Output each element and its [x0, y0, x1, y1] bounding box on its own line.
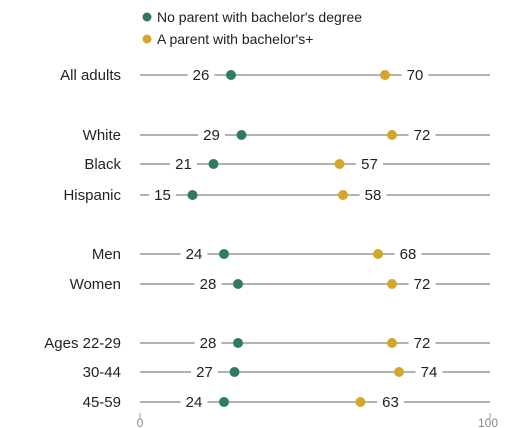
- dot-no-parent-all-adults: [226, 70, 236, 80]
- row-men: Men 24 68: [92, 246, 490, 263]
- dot-parent-45-59: [355, 397, 366, 407]
- dot-no-parent-men: [219, 249, 229, 259]
- row-30-44: 30-44 27 74: [83, 364, 490, 381]
- legend-label-parent: A parent with bachelor's+: [157, 31, 313, 47]
- row-label-45-59: 45-59: [83, 394, 121, 411]
- dot-parent-ages-22-29: [387, 338, 397, 348]
- value-label-parent-black: 57: [361, 156, 378, 173]
- value-label-parent-45-59: 63: [382, 394, 399, 411]
- value-label-parent-ages-22-29: 72: [414, 335, 431, 352]
- dot-no-parent-white: [236, 130, 247, 140]
- legend-marker-parent: [142, 34, 152, 44]
- row-white: White 29 72: [83, 127, 490, 144]
- legend-label-no-parent: No parent with bachelor's degree: [157, 9, 362, 25]
- value-label-no-parent-all-adults: 26: [193, 67, 210, 84]
- value-label-no-parent-black: 21: [175, 156, 192, 173]
- row-label-white: White: [83, 127, 121, 144]
- row-label-black: Black: [84, 156, 121, 173]
- x-tick-label-100: 100: [478, 416, 498, 428]
- chart-rows: All adults 26 70 White 29 72 Black 21 57 Hispanic…: [44, 67, 490, 411]
- value-label-parent-hispanic: 58: [365, 187, 382, 204]
- value-label-parent-30-44: 74: [421, 364, 438, 381]
- dot-parent-hispanic: [338, 190, 348, 200]
- legend: No parent with bachelor's degree A paren…: [142, 9, 362, 47]
- row-all-adults: All adults 26 70: [60, 67, 490, 84]
- dot-no-parent-black: [208, 159, 219, 169]
- row-black: Black 21 57: [84, 156, 490, 173]
- value-label-no-parent-women: 28: [200, 276, 217, 293]
- dot-parent-white: [387, 130, 397, 140]
- value-label-parent-white: 72: [414, 127, 431, 144]
- dot-no-parent-women: [233, 279, 243, 289]
- dot-parent-all-adults: [380, 70, 390, 80]
- dot-parent-men: [373, 249, 383, 259]
- row-label-women: Women: [70, 276, 121, 293]
- value-label-parent-men: 68: [400, 246, 417, 263]
- row-ages-22-29: Ages 22-29 28 72: [44, 335, 490, 352]
- row-label-men: Men: [92, 246, 121, 263]
- row-45-59: 45-59 24 63: [83, 394, 490, 411]
- dot-no-parent-30-44: [229, 367, 240, 377]
- dot-no-parent-45-59: [219, 397, 229, 407]
- dot-no-parent-ages-22-29: [233, 338, 243, 348]
- row-hispanic: Hispanic 15 58: [63, 187, 490, 204]
- value-label-no-parent-ages-22-29: 28: [200, 335, 217, 352]
- row-label-all-adults: All adults: [60, 67, 121, 84]
- value-label-parent-all-adults: 70: [407, 67, 424, 84]
- dot-parent-black: [334, 159, 345, 169]
- legend-marker-no-parent: [142, 12, 152, 22]
- row-women: Women 28 72: [70, 276, 490, 293]
- value-label-no-parent-hispanic: 15: [154, 187, 171, 204]
- value-label-no-parent-45-59: 24: [186, 394, 203, 411]
- row-label-ages-22-29: Ages 22-29: [44, 335, 121, 352]
- x-axis: 0 100: [137, 413, 498, 428]
- dot-no-parent-hispanic: [187, 190, 198, 200]
- x-tick-label-0: 0: [137, 416, 144, 428]
- row-label-hispanic: Hispanic: [63, 187, 121, 204]
- row-label-30-44: 30-44: [83, 364, 121, 381]
- value-label-no-parent-30-44: 27: [196, 364, 213, 381]
- value-label-no-parent-white: 29: [203, 127, 220, 144]
- value-label-parent-women: 72: [414, 276, 431, 293]
- value-label-no-parent-men: 24: [186, 246, 203, 263]
- dot-parent-30-44: [394, 367, 404, 377]
- dot-parent-women: [387, 279, 397, 289]
